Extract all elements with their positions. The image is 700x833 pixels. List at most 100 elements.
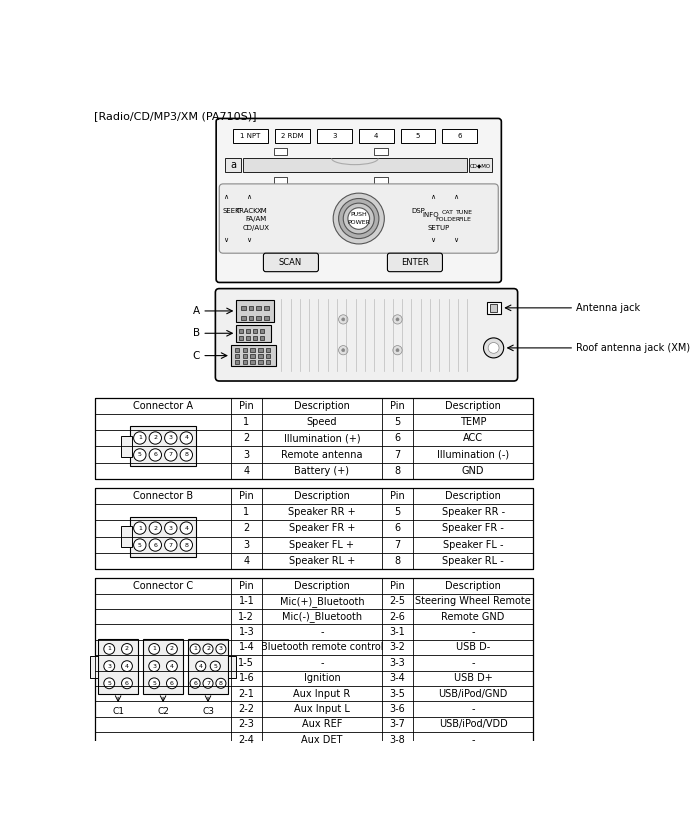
Bar <box>251 348 255 352</box>
Bar <box>231 345 276 367</box>
Text: C3: C3 <box>202 707 214 716</box>
Text: 1: 1 <box>153 646 156 651</box>
Text: 8: 8 <box>394 466 400 476</box>
Bar <box>258 348 262 352</box>
FancyBboxPatch shape <box>216 288 517 381</box>
Bar <box>241 306 246 310</box>
Text: 1: 1 <box>138 436 141 441</box>
Text: C1: C1 <box>112 707 124 716</box>
Text: 5: 5 <box>416 133 420 139</box>
Circle shape <box>134 449 146 461</box>
Bar <box>242 348 247 352</box>
Circle shape <box>484 338 504 358</box>
Text: Aux Input R: Aux Input R <box>293 689 351 699</box>
Text: 6: 6 <box>394 523 400 533</box>
Bar <box>234 348 239 352</box>
Text: 3: 3 <box>107 664 111 669</box>
Circle shape <box>339 198 379 238</box>
Text: USB/iPod/VDD: USB/iPod/VDD <box>439 720 507 730</box>
Circle shape <box>196 661 206 671</box>
Circle shape <box>149 449 162 461</box>
Bar <box>266 354 270 358</box>
Bar <box>490 304 498 312</box>
Text: Remote GND: Remote GND <box>442 611 505 621</box>
Circle shape <box>339 315 348 324</box>
Bar <box>248 316 253 320</box>
Text: -: - <box>471 735 475 745</box>
Text: 5: 5 <box>138 452 141 457</box>
Circle shape <box>342 318 345 321</box>
Bar <box>121 526 132 547</box>
Text: 5: 5 <box>394 507 400 517</box>
Text: 2-1: 2-1 <box>239 689 254 699</box>
Text: XM: XM <box>256 208 267 214</box>
Circle shape <box>339 346 348 355</box>
Bar <box>260 337 264 340</box>
Text: -: - <box>471 704 475 714</box>
Circle shape <box>396 349 399 352</box>
Text: C: C <box>193 351 200 361</box>
Circle shape <box>343 203 374 234</box>
Circle shape <box>149 431 162 444</box>
Circle shape <box>190 644 200 654</box>
Text: Connector C: Connector C <box>133 581 193 591</box>
Text: 3: 3 <box>169 526 173 531</box>
Text: Roof antenna jack (XM): Roof antenna jack (XM) <box>575 343 690 353</box>
Text: Speaker RR -: Speaker RR - <box>442 507 505 517</box>
Text: FOLDER: FOLDER <box>435 217 461 222</box>
Text: 2-5: 2-5 <box>389 596 405 606</box>
Text: 4: 4 <box>374 133 379 139</box>
Text: 6: 6 <box>153 452 158 457</box>
Text: 1: 1 <box>107 646 111 651</box>
Bar <box>251 354 255 358</box>
Circle shape <box>393 315 402 324</box>
Text: Battery (+): Battery (+) <box>295 466 349 476</box>
Bar <box>225 158 241 172</box>
Text: B: B <box>193 328 200 338</box>
Text: [Radio/CD/MP3/XM (PA710S)]: [Radio/CD/MP3/XM (PA710S)] <box>94 111 256 121</box>
Bar <box>358 129 393 143</box>
Bar <box>188 639 228 695</box>
Text: GND: GND <box>462 466 484 476</box>
FancyBboxPatch shape <box>219 184 498 253</box>
Circle shape <box>149 661 160 671</box>
Text: 2: 2 <box>206 646 210 651</box>
Text: 6: 6 <box>193 681 197 686</box>
Bar <box>374 177 388 185</box>
Text: Connector A: Connector A <box>133 401 193 411</box>
Text: 3-2: 3-2 <box>390 642 405 652</box>
Text: 5: 5 <box>153 681 156 686</box>
Text: Speaker RL +: Speaker RL + <box>289 556 355 566</box>
Bar <box>400 129 435 143</box>
Text: PUSH: PUSH <box>351 212 367 217</box>
Text: -: - <box>471 627 475 637</box>
Circle shape <box>134 431 146 444</box>
Text: ∨: ∨ <box>223 237 228 243</box>
Text: 4: 4 <box>244 466 249 476</box>
Text: USB D+: USB D+ <box>454 673 492 683</box>
Bar <box>274 147 288 156</box>
Text: 7: 7 <box>169 452 173 457</box>
Text: Pin: Pin <box>390 491 405 501</box>
Bar <box>469 158 492 172</box>
Text: ∨: ∨ <box>453 237 459 243</box>
Text: 3-6: 3-6 <box>390 704 405 714</box>
Bar <box>258 354 262 358</box>
Bar <box>143 639 183 695</box>
Circle shape <box>190 678 200 688</box>
Circle shape <box>104 661 115 671</box>
Text: 3-7: 3-7 <box>390 720 405 730</box>
Bar <box>253 337 257 340</box>
Circle shape <box>149 678 160 689</box>
Circle shape <box>134 539 146 551</box>
Text: 1-4: 1-4 <box>239 642 254 652</box>
Text: 3: 3 <box>152 664 156 669</box>
Circle shape <box>149 644 160 655</box>
Text: Illumination (+): Illumination (+) <box>284 433 360 443</box>
Circle shape <box>122 661 132 671</box>
Text: 1: 1 <box>244 507 249 517</box>
Text: 5: 5 <box>394 417 400 427</box>
Text: Illumination (-): Illumination (-) <box>437 450 509 460</box>
Text: Pin: Pin <box>390 581 405 591</box>
Text: ∧: ∧ <box>223 194 228 200</box>
